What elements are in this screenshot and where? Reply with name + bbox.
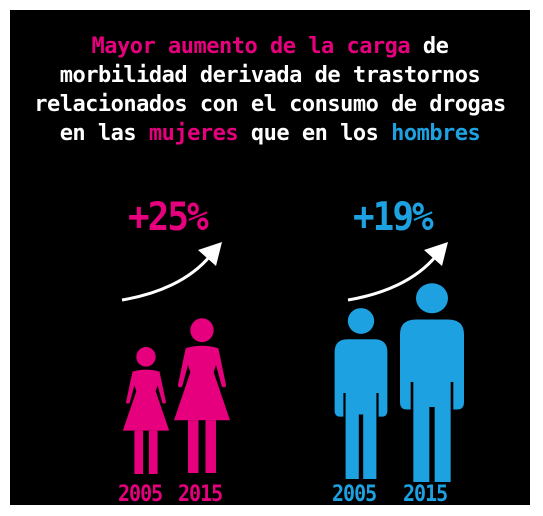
infographic-panel: Mayor aumento de la carga de morbilidad …: [10, 10, 530, 505]
headline-highlight: Mayor aumento de la carga: [91, 34, 411, 59]
women-increase-value: +25%: [128, 194, 209, 240]
headline-line-1-rest: de: [410, 34, 449, 59]
woman-icon: [122, 346, 170, 474]
women-year-2005-label: 2005: [118, 480, 163, 505]
woman-icon: [174, 318, 230, 473]
headline-line-4: en las mujeres que en los hombres: [10, 119, 530, 148]
women-year-2015-label: 2015: [178, 480, 223, 505]
headline-line-2: morbilidad derivada de trastornos: [59, 63, 481, 88]
headline-line-1: Mayor aumento de la carga de: [10, 32, 530, 61]
man-icon: [400, 283, 464, 482]
men-year-2015-label: 2015: [403, 480, 448, 505]
headline-line-4-mid: que en los: [238, 121, 392, 146]
headline-men-word: hombres: [391, 121, 481, 146]
curved-up-arrow-icon: [121, 242, 222, 302]
curved-up-arrow-icon: [347, 242, 448, 302]
headline-women-word: mujeres: [148, 121, 239, 146]
men-increase-value: +19%: [353, 194, 434, 240]
headline-line-4-pre: en las: [59, 121, 149, 146]
headline: Mayor aumento de la carga de morbilidad …: [10, 32, 530, 148]
man-icon: [334, 308, 388, 479]
headline-line-3: relacionados con el consumo de drogas: [34, 92, 506, 117]
men-year-2005-label: 2005: [332, 480, 377, 505]
